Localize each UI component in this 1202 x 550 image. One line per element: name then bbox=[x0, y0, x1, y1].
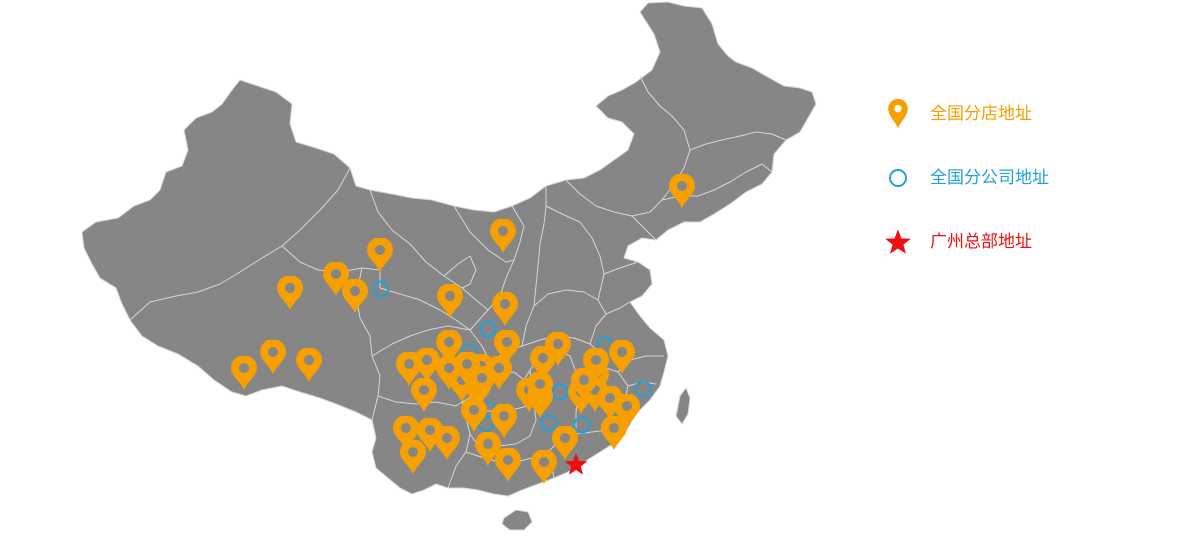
legend-item-store: 全国分店地址 bbox=[884, 98, 1124, 130]
legend-label-store: 全国分店地址 bbox=[930, 104, 1032, 124]
china-land bbox=[81, 1, 817, 531]
map-pin-icon bbox=[884, 98, 912, 130]
company-marker-10[interactable] bbox=[551, 383, 569, 401]
company-marker-2[interactable] bbox=[479, 320, 497, 338]
company-marker-1[interactable] bbox=[372, 280, 390, 298]
headquarters-star-marker[interactable] bbox=[564, 453, 588, 475]
china-mainland-shape bbox=[81, 1, 817, 497]
border-shandong bbox=[603, 261, 639, 275]
border-liaoning bbox=[631, 215, 657, 241]
legend-label-headquarters: 广州总部地址 bbox=[930, 232, 1032, 252]
company-marker-5[interactable] bbox=[634, 380, 652, 398]
legend-item-headquarters: 广州总部地址 bbox=[884, 226, 1124, 258]
border-qinghai-gansu bbox=[369, 189, 489, 311]
border-heilongjiang bbox=[689, 131, 787, 151]
company-marker-7[interactable] bbox=[540, 414, 558, 432]
taiwan-island-shape bbox=[675, 386, 691, 425]
border-henan bbox=[521, 289, 607, 347]
circle-outline-icon bbox=[884, 162, 912, 194]
legend-item-company: 全国分公司地址 bbox=[884, 162, 1124, 194]
legend-label-company: 全国分公司地址 bbox=[930, 168, 1049, 188]
border-ningxia bbox=[443, 255, 477, 289]
map-legend: 全国分店地址 全国分公司地址 广州总部地址 bbox=[884, 98, 1124, 258]
border-xinjiang bbox=[129, 167, 351, 321]
hainan-island-shape bbox=[501, 509, 533, 531]
star-icon bbox=[884, 226, 912, 258]
company-marker-8[interactable] bbox=[573, 416, 591, 434]
headquarters-marker-layer bbox=[564, 453, 588, 475]
